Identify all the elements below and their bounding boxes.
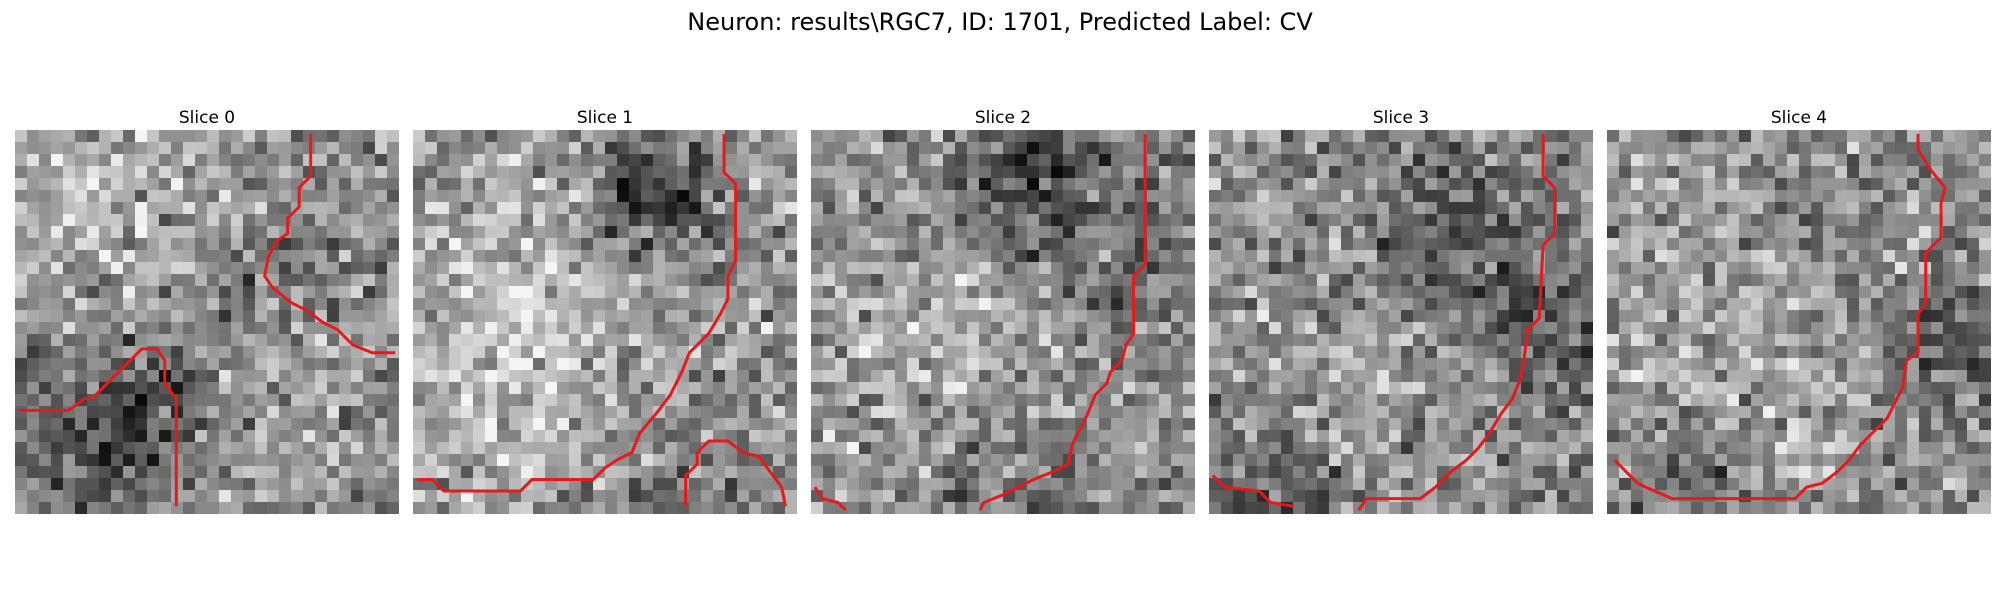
contour-line-3-1	[1211, 474, 1294, 508]
slice-title-1: Slice 1	[576, 108, 634, 128]
contour-line-0-0	[18, 347, 178, 507]
contour-line-1-0	[416, 133, 738, 493]
slice-panel-0: Slice 0	[15, 106, 399, 514]
slice-panel-3: Slice 3	[1209, 106, 1593, 514]
contour-line-3-0	[1357, 133, 1557, 511]
slice-title-3: Slice 3	[1372, 108, 1430, 128]
slice-panel-1: Slice 1	[413, 106, 797, 514]
contour-line-1-1	[684, 439, 787, 507]
figure-title: Neuron: results\RGC7, ID: 1701, Predicte…	[687, 8, 1313, 36]
slice-title-0: Slice 0	[178, 108, 236, 128]
slice-image-0	[15, 130, 399, 514]
slice-title-4: Slice 4	[1770, 108, 1828, 128]
slice-image-3	[1209, 130, 1593, 514]
slice-title-2: Slice 2	[974, 108, 1032, 128]
contour-line-2-0	[978, 133, 1147, 511]
contour-line-0-1	[263, 133, 396, 355]
slice-panel-2: Slice 2	[811, 106, 1195, 514]
slice-panel-4: Slice 4	[1607, 106, 1991, 514]
contour-line-4-0	[1613, 133, 1947, 501]
slice-image-4	[1607, 130, 1991, 514]
contour-line-2-1	[813, 486, 847, 512]
slice-image-2	[811, 130, 1195, 514]
slice-image-1	[413, 130, 797, 514]
